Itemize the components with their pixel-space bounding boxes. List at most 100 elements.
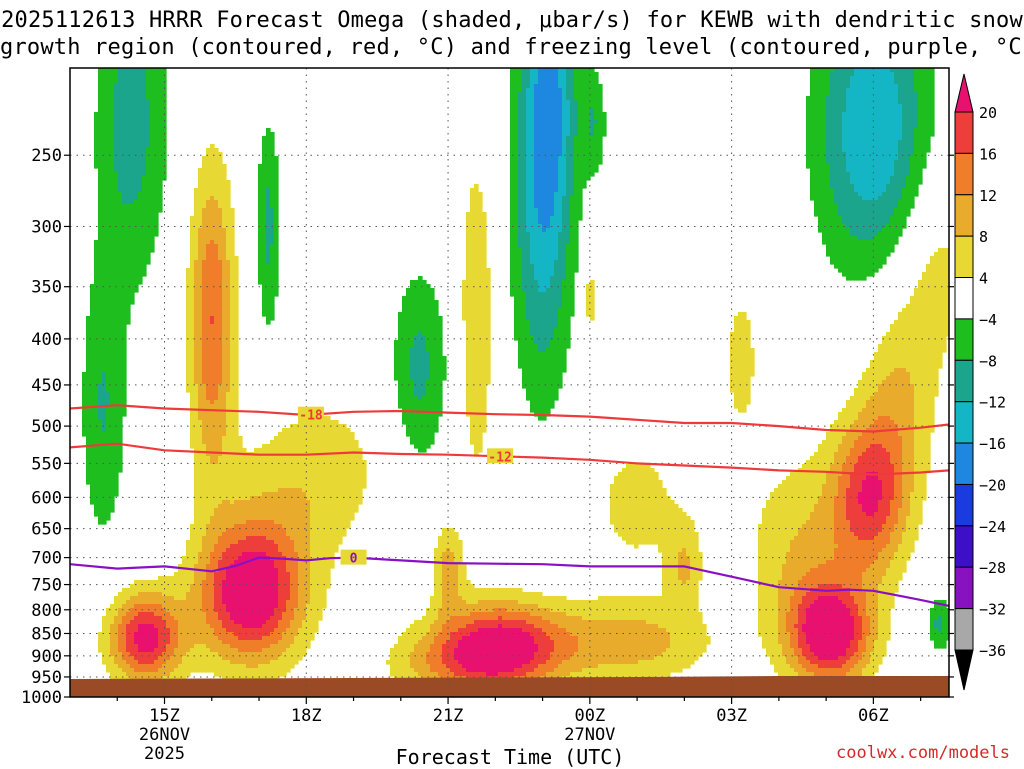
omega-cell [310, 616, 315, 621]
omega-cell [218, 316, 223, 321]
omega-cell [206, 388, 211, 393]
omega-cell [186, 360, 191, 365]
omega-cell [214, 624, 219, 629]
omega-cell [270, 600, 275, 605]
omega-cell [266, 540, 271, 545]
omega-cell [246, 500, 251, 505]
omega-cell [194, 608, 199, 613]
omega-cell [222, 300, 227, 305]
omega-cell [122, 412, 127, 417]
omega-cell [122, 184, 127, 189]
omega-cell [122, 308, 127, 313]
omega-cell [210, 648, 215, 653]
omega-cell [134, 104, 139, 109]
omega-cell [90, 428, 95, 433]
omega-cell [222, 612, 227, 617]
omega-cell [130, 640, 135, 645]
omega-cell [306, 540, 311, 545]
omega-cell [122, 72, 127, 77]
omega-cell [154, 596, 159, 601]
omega-cell [226, 468, 231, 473]
omega-cell [250, 480, 255, 485]
omega-cell [102, 116, 107, 121]
omega-cell [302, 580, 307, 585]
omega-cell [110, 668, 115, 673]
omega-cell [194, 400, 199, 405]
omega-cell [106, 412, 111, 417]
omega-cell [94, 136, 99, 141]
omega-cell [194, 664, 199, 669]
omega-cell [306, 548, 311, 553]
omega-cell [254, 476, 259, 481]
omega-cell [94, 144, 99, 149]
omega-cell [150, 104, 155, 109]
omega-cell [158, 84, 163, 89]
omega-cell [126, 600, 131, 605]
omega-cell [118, 676, 123, 681]
omega-cell [286, 512, 291, 517]
omega-cell [94, 336, 99, 341]
omega-cell [142, 676, 147, 681]
omega-cell [210, 192, 215, 197]
omega-cell [198, 628, 203, 633]
omega-cell [290, 616, 295, 621]
omega-cell [274, 596, 279, 601]
omega-cell [114, 608, 119, 613]
omega-cell [230, 476, 235, 481]
omega-cell [266, 552, 271, 557]
omega-cell [142, 120, 147, 125]
omega-cell [130, 652, 135, 657]
omega-cell [106, 344, 111, 349]
omega-cell [234, 632, 239, 637]
omega-cell [306, 440, 311, 445]
omega-cell [226, 676, 231, 681]
omega-cell [130, 120, 135, 125]
omega-cell [114, 604, 119, 609]
omega-cell [94, 280, 99, 285]
omega-cell [270, 140, 275, 145]
omega-cell [194, 488, 199, 493]
omega-cell [122, 244, 127, 249]
omega-cell [222, 336, 227, 341]
omega-cell [274, 256, 279, 261]
omega-cell [258, 548, 263, 553]
omega-cell [286, 584, 291, 589]
omega-cell [162, 136, 167, 141]
omega-cell [274, 592, 279, 597]
omega-cell [302, 436, 307, 441]
omega-cell [258, 456, 263, 461]
omega-cell [102, 196, 107, 201]
omega-cell [110, 460, 115, 465]
omega-cell [214, 528, 219, 533]
omega-cell [210, 356, 215, 361]
omega-cell [146, 172, 151, 177]
omega-cell [114, 432, 119, 437]
omega-cell [126, 636, 131, 641]
omega-cell [262, 188, 267, 193]
omega-cell [122, 332, 127, 337]
omega-cell [122, 652, 127, 657]
omega-cell [318, 524, 323, 529]
omega-cell [130, 160, 135, 165]
omega-cell [122, 280, 127, 285]
omega-cell [322, 520, 327, 525]
omega-cell [190, 656, 195, 661]
omega-cell [286, 572, 291, 577]
omega-cell [242, 552, 247, 557]
omega-cell [250, 672, 255, 677]
omega-cell [214, 196, 219, 201]
omega-cell [310, 592, 315, 597]
omega-cell [202, 168, 207, 173]
omega-cell [138, 600, 143, 605]
omega-cell [298, 496, 303, 501]
omega-cell [134, 124, 139, 129]
omega-cell [222, 388, 227, 393]
omega-cell [86, 420, 91, 425]
omega-cell [130, 96, 135, 101]
omega-cell [114, 84, 119, 89]
omega-cell [318, 572, 323, 577]
omega-cell [98, 156, 103, 161]
omega-cell [126, 660, 131, 665]
omega-cell [114, 632, 119, 637]
omega-cell [314, 612, 319, 617]
